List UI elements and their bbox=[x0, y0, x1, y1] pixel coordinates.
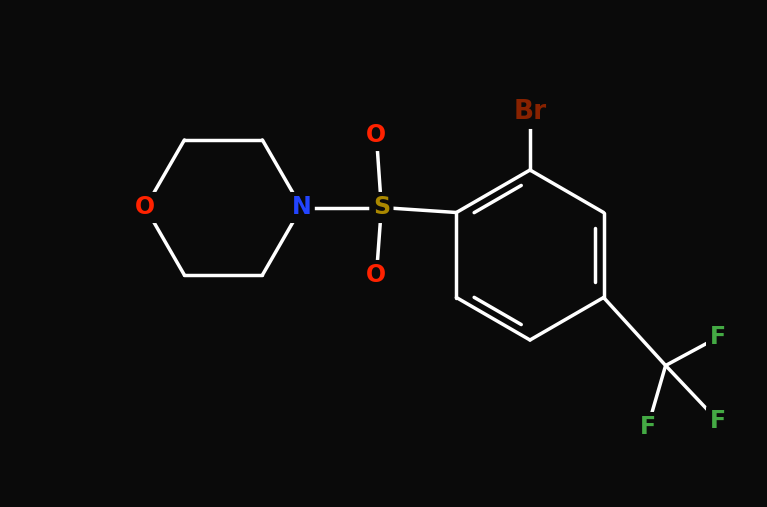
Text: F: F bbox=[709, 409, 726, 432]
Text: O: O bbox=[367, 124, 387, 148]
Text: S: S bbox=[373, 196, 390, 220]
Text: O: O bbox=[367, 264, 387, 287]
Text: N: N bbox=[291, 196, 311, 220]
Text: O: O bbox=[135, 196, 156, 220]
Text: F: F bbox=[709, 325, 726, 349]
Text: F: F bbox=[640, 416, 656, 440]
Text: Br: Br bbox=[513, 99, 547, 125]
